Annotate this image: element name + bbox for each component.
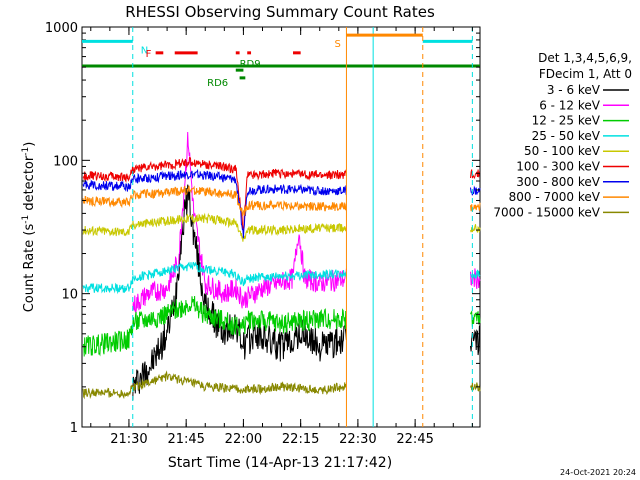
series-50-to-100kev	[82, 212, 347, 242]
x-tick-label-2215: 22:15	[282, 432, 319, 447]
flag-s-label: S	[334, 39, 340, 50]
series-25-to-50kev-resume	[470, 269, 481, 280]
series-25-to-50kev	[82, 261, 347, 295]
legend-label-6: 300 - 800 keV	[516, 175, 600, 189]
series-layer	[82, 131, 481, 401]
generated-timestamp: 24-Oct-2021 20:24	[560, 468, 636, 477]
y-tick-label-100: 100	[53, 154, 78, 169]
legend-label-2: 12 - 25 keV	[532, 114, 601, 128]
legend-header-decimation: FDecim 1, Att 0	[539, 67, 632, 81]
flag-rd9-label: RD9	[240, 59, 261, 70]
legend-label-8: 7000 - 15000 keV	[493, 205, 600, 219]
series-6-to-12kev-resume	[470, 268, 481, 289]
y-tick-label-1000: 1000	[45, 21, 78, 36]
legend-header-detectors: Det 1,3,4,5,6,9,	[538, 51, 632, 65]
legend: Det 1,3,4,5,6,9, FDecim 1, Att 0 3 - 6 k…	[493, 51, 632, 219]
legend-label-7: 800 - 7000 keV	[509, 190, 601, 204]
series-7000-to-15000kev	[82, 370, 347, 400]
series-3-to-6kev	[132, 184, 347, 401]
legend-label-0: 3 - 6 keV	[547, 83, 601, 97]
flag-rd6-label: RD6	[207, 78, 228, 89]
legend-label-1: 6 - 12 keV	[539, 98, 601, 112]
chart-title: RHESSI Observing Summary Count Rates	[125, 3, 435, 21]
x-axis-label: Start Time (14-Apr-13 21:17:42)	[168, 455, 392, 471]
x-axis-ticks: 21:30 21:45 22:00 22:15 22:30 22:45	[90, 27, 473, 447]
series-7000-to-15000kev-resume	[470, 382, 481, 392]
plot-area: 21:30 21:45 22:00 22:15 22:30 22:45 1 10 100 100…	[45, 21, 481, 447]
legend-label-3: 25 - 50 keV	[532, 129, 601, 143]
x-tick-label-2145: 21:45	[167, 432, 204, 447]
flag-annotations: NF RD9 RD6 S	[82, 33, 423, 89]
x-tick-label-2130: 21:30	[110, 432, 147, 447]
y-axis-label: Count Rate (s-1 detector-1)	[21, 142, 37, 313]
series-12-to-25kev	[82, 295, 347, 357]
legend-label-4: 50 - 100 keV	[524, 144, 601, 158]
plot-frame	[81, 26, 481, 428]
flag-f-label: F	[146, 49, 152, 60]
y-axis-ticks: 1 10 100 1000	[45, 21, 480, 436]
legend-label-5: 100 - 300 keV	[516, 160, 600, 174]
x-tick-label-2200: 22:00	[225, 432, 262, 447]
series-100-to-300kev	[82, 157, 347, 231]
series-300-to-800kev	[82, 168, 347, 239]
series-3-to-6kev-resume	[470, 325, 481, 356]
series-800-to-7000kev	[82, 185, 347, 216]
x-tick-label-2230: 22:30	[339, 432, 376, 447]
series-6-to-12kev	[132, 131, 347, 315]
vertical-markers	[132, 27, 473, 427]
y-tick-label-10: 10	[61, 288, 78, 303]
x-tick-label-2245: 22:45	[396, 432, 433, 447]
y-tick-label-1: 1	[70, 421, 78, 436]
flag-n-label: N	[141, 45, 148, 56]
flag-bands	[82, 39, 480, 68]
